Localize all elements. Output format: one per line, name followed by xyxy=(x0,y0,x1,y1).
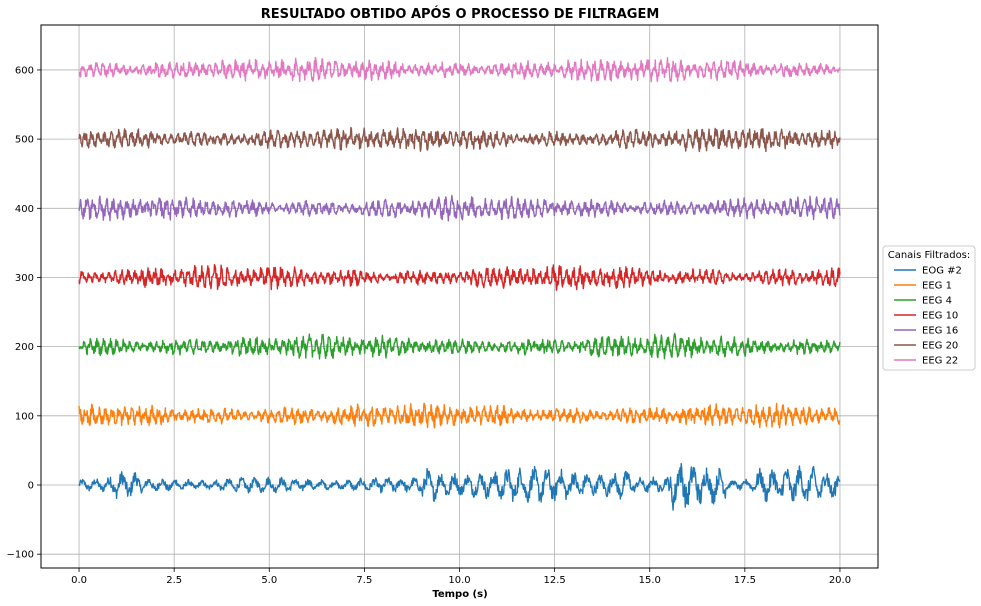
x-tick-label: 0.0 xyxy=(71,575,87,586)
legend-label: EEG 4 xyxy=(922,296,952,307)
x-tick-label: 20.0 xyxy=(829,575,851,586)
series-line-eeg-22 xyxy=(78,56,841,83)
x-tick-label: 7.5 xyxy=(356,575,372,586)
y-tick-label: 500 xyxy=(15,135,34,146)
plot-area xyxy=(78,56,841,511)
chart-title: RESULTADO OBTIDO APÓS O PROCESSO DE FILT… xyxy=(261,6,660,22)
x-tick-label: 5.0 xyxy=(261,575,277,586)
y-tick-label: 300 xyxy=(15,273,34,284)
series-line-eeg-16 xyxy=(78,194,841,222)
legend-label: EEG 10 xyxy=(922,311,958,322)
series-line-eeg-20 xyxy=(78,126,841,153)
legend-label: EEG 1 xyxy=(922,281,952,292)
series-line-eeg-10 xyxy=(78,263,841,291)
legend-label: EOG #2 xyxy=(922,266,962,277)
y-tick-label: 200 xyxy=(15,342,34,353)
x-tick-label: 2.5 xyxy=(166,575,182,586)
legend-label: EEG 20 xyxy=(922,341,958,352)
series-line-eeg-4 xyxy=(78,332,841,360)
x-tick-label: 12.5 xyxy=(543,575,565,586)
x-tick-label: 10.0 xyxy=(448,575,470,586)
x-axis-label: Tempo (s) xyxy=(432,589,487,600)
y-axis: −100 0 100 200 300 400 500 600 xyxy=(7,65,41,561)
x-tick-label: 15.0 xyxy=(639,575,661,586)
y-tick-label: 100 xyxy=(15,411,34,422)
legend-box xyxy=(882,245,976,371)
legend: Canais Filtrados: EOG #2 EEG 1 EEG 4 EEG 10… xyxy=(882,245,976,371)
y-tick-label: −100 xyxy=(7,550,34,561)
x-tick-label: 17.5 xyxy=(734,575,756,586)
series-line-eog-2 xyxy=(78,462,841,511)
series-line-eeg-1 xyxy=(78,402,841,429)
y-tick-label: 400 xyxy=(15,204,34,215)
legend-title: Canais Filtrados: xyxy=(888,250,971,261)
legend-label: EEG 22 xyxy=(922,356,958,367)
x-axis: 0.0 2.5 5.0 7.5 10.0 12.5 15.0 17.5 20.0 xyxy=(71,568,851,586)
legend-label: EEG 16 xyxy=(922,326,958,337)
y-tick-label: 600 xyxy=(15,65,34,76)
y-tick-label: 0 xyxy=(28,480,34,491)
